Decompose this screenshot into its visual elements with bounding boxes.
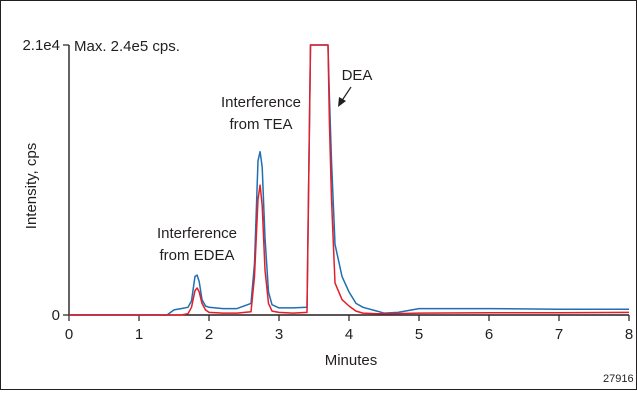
x-tick-label: 4 [345,326,353,343]
y-axis-title: Intensity, cps [23,143,40,229]
x-ticks: 0 1 2 3 4 5 6 7 8 [65,315,633,343]
x-tick-label: 8 [625,326,633,343]
annotation-tea-line1: Interference [221,94,301,111]
x-tick-label: 0 [65,326,73,343]
figure-id: 27916 [603,373,634,385]
axes [68,45,629,316]
annotation-tea-line2: from TEA [229,116,292,133]
annotation-dea: DEA [338,67,372,107]
y-tick-label: 2.1e4 [22,37,60,54]
y-tick-label: 0 [52,307,60,324]
annotation-dea-arrow-head [338,97,346,107]
x-tick-label: 3 [275,326,283,343]
x-axis-title: Minutes [325,352,378,369]
x-tick-label: 7 [555,326,563,343]
series-line-1 [69,44,629,316]
x-tick-label: 5 [415,326,423,343]
x-tick-label: 2 [205,326,213,343]
annotation-dea-label: DEA [342,67,373,84]
annotation-edea-line1: Interference [157,225,237,242]
series-layer [69,44,630,316]
y-ticks: 0 2.1e4 [22,37,69,324]
annotation-edea-line2: from EDEA [159,247,234,264]
x-tick-label: 6 [485,326,493,343]
y-max-note: Max. 2.4e5 cps. [74,38,180,55]
x-tick-label: 1 [135,326,143,343]
annotation-edea: Interference from EDEA [157,225,237,264]
annotation-tea: Interference from TEA [221,94,301,133]
series-line-2 [69,44,630,316]
